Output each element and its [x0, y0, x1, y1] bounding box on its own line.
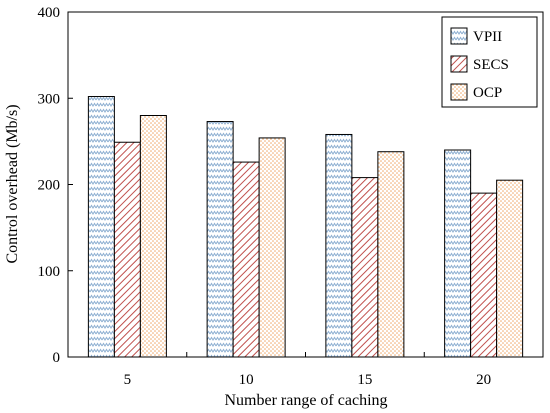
y-tick-label: 100	[38, 264, 61, 280]
y-tick-label: 200	[38, 178, 61, 194]
bar-ocp-10	[258, 137, 286, 358]
bars	[87, 96, 524, 358]
x-tick-label: 10	[239, 372, 254, 388]
bar-secs-10	[232, 161, 260, 358]
legend: VPII SECS OCP	[441, 16, 538, 108]
bar-secs-20	[470, 192, 498, 358]
bar-vpii-5	[87, 96, 115, 358]
x-axis-title: Number range of caching	[224, 392, 387, 409]
x-tick-label: 5	[124, 372, 132, 388]
x-tick-label: 20	[476, 372, 491, 388]
bar-ocp-15	[377, 151, 405, 358]
bar-ocp-5	[139, 115, 167, 358]
legend-label-secs: SECS	[473, 57, 509, 73]
bar-secs-5	[113, 141, 141, 358]
bar-ocp-20	[496, 179, 524, 358]
y-tick-label: 0	[53, 350, 61, 366]
x-axis-ticks: 5 10 15 20	[124, 352, 491, 388]
legend-swatch-secs	[450, 55, 468, 73]
bar-vpii-20	[444, 149, 472, 358]
x-tick-label: 15	[357, 372, 372, 388]
y-tick-label: 300	[38, 91, 61, 107]
y-tick-label: 400	[38, 5, 61, 21]
bar-vpii-10	[206, 121, 234, 358]
bar-secs-15	[351, 177, 379, 358]
legend-label-vpii: VPII	[473, 29, 502, 45]
y-axis-ticks: 0 100 200 300 400	[38, 5, 73, 366]
legend-swatch-vpii	[450, 27, 468, 45]
bar-vpii-15	[325, 133, 353, 358]
y-axis-title: Control overhead (Mb/s)	[4, 104, 21, 263]
legend-swatch-ocp	[450, 83, 468, 101]
legend-label-ocp: OCP	[473, 85, 502, 101]
